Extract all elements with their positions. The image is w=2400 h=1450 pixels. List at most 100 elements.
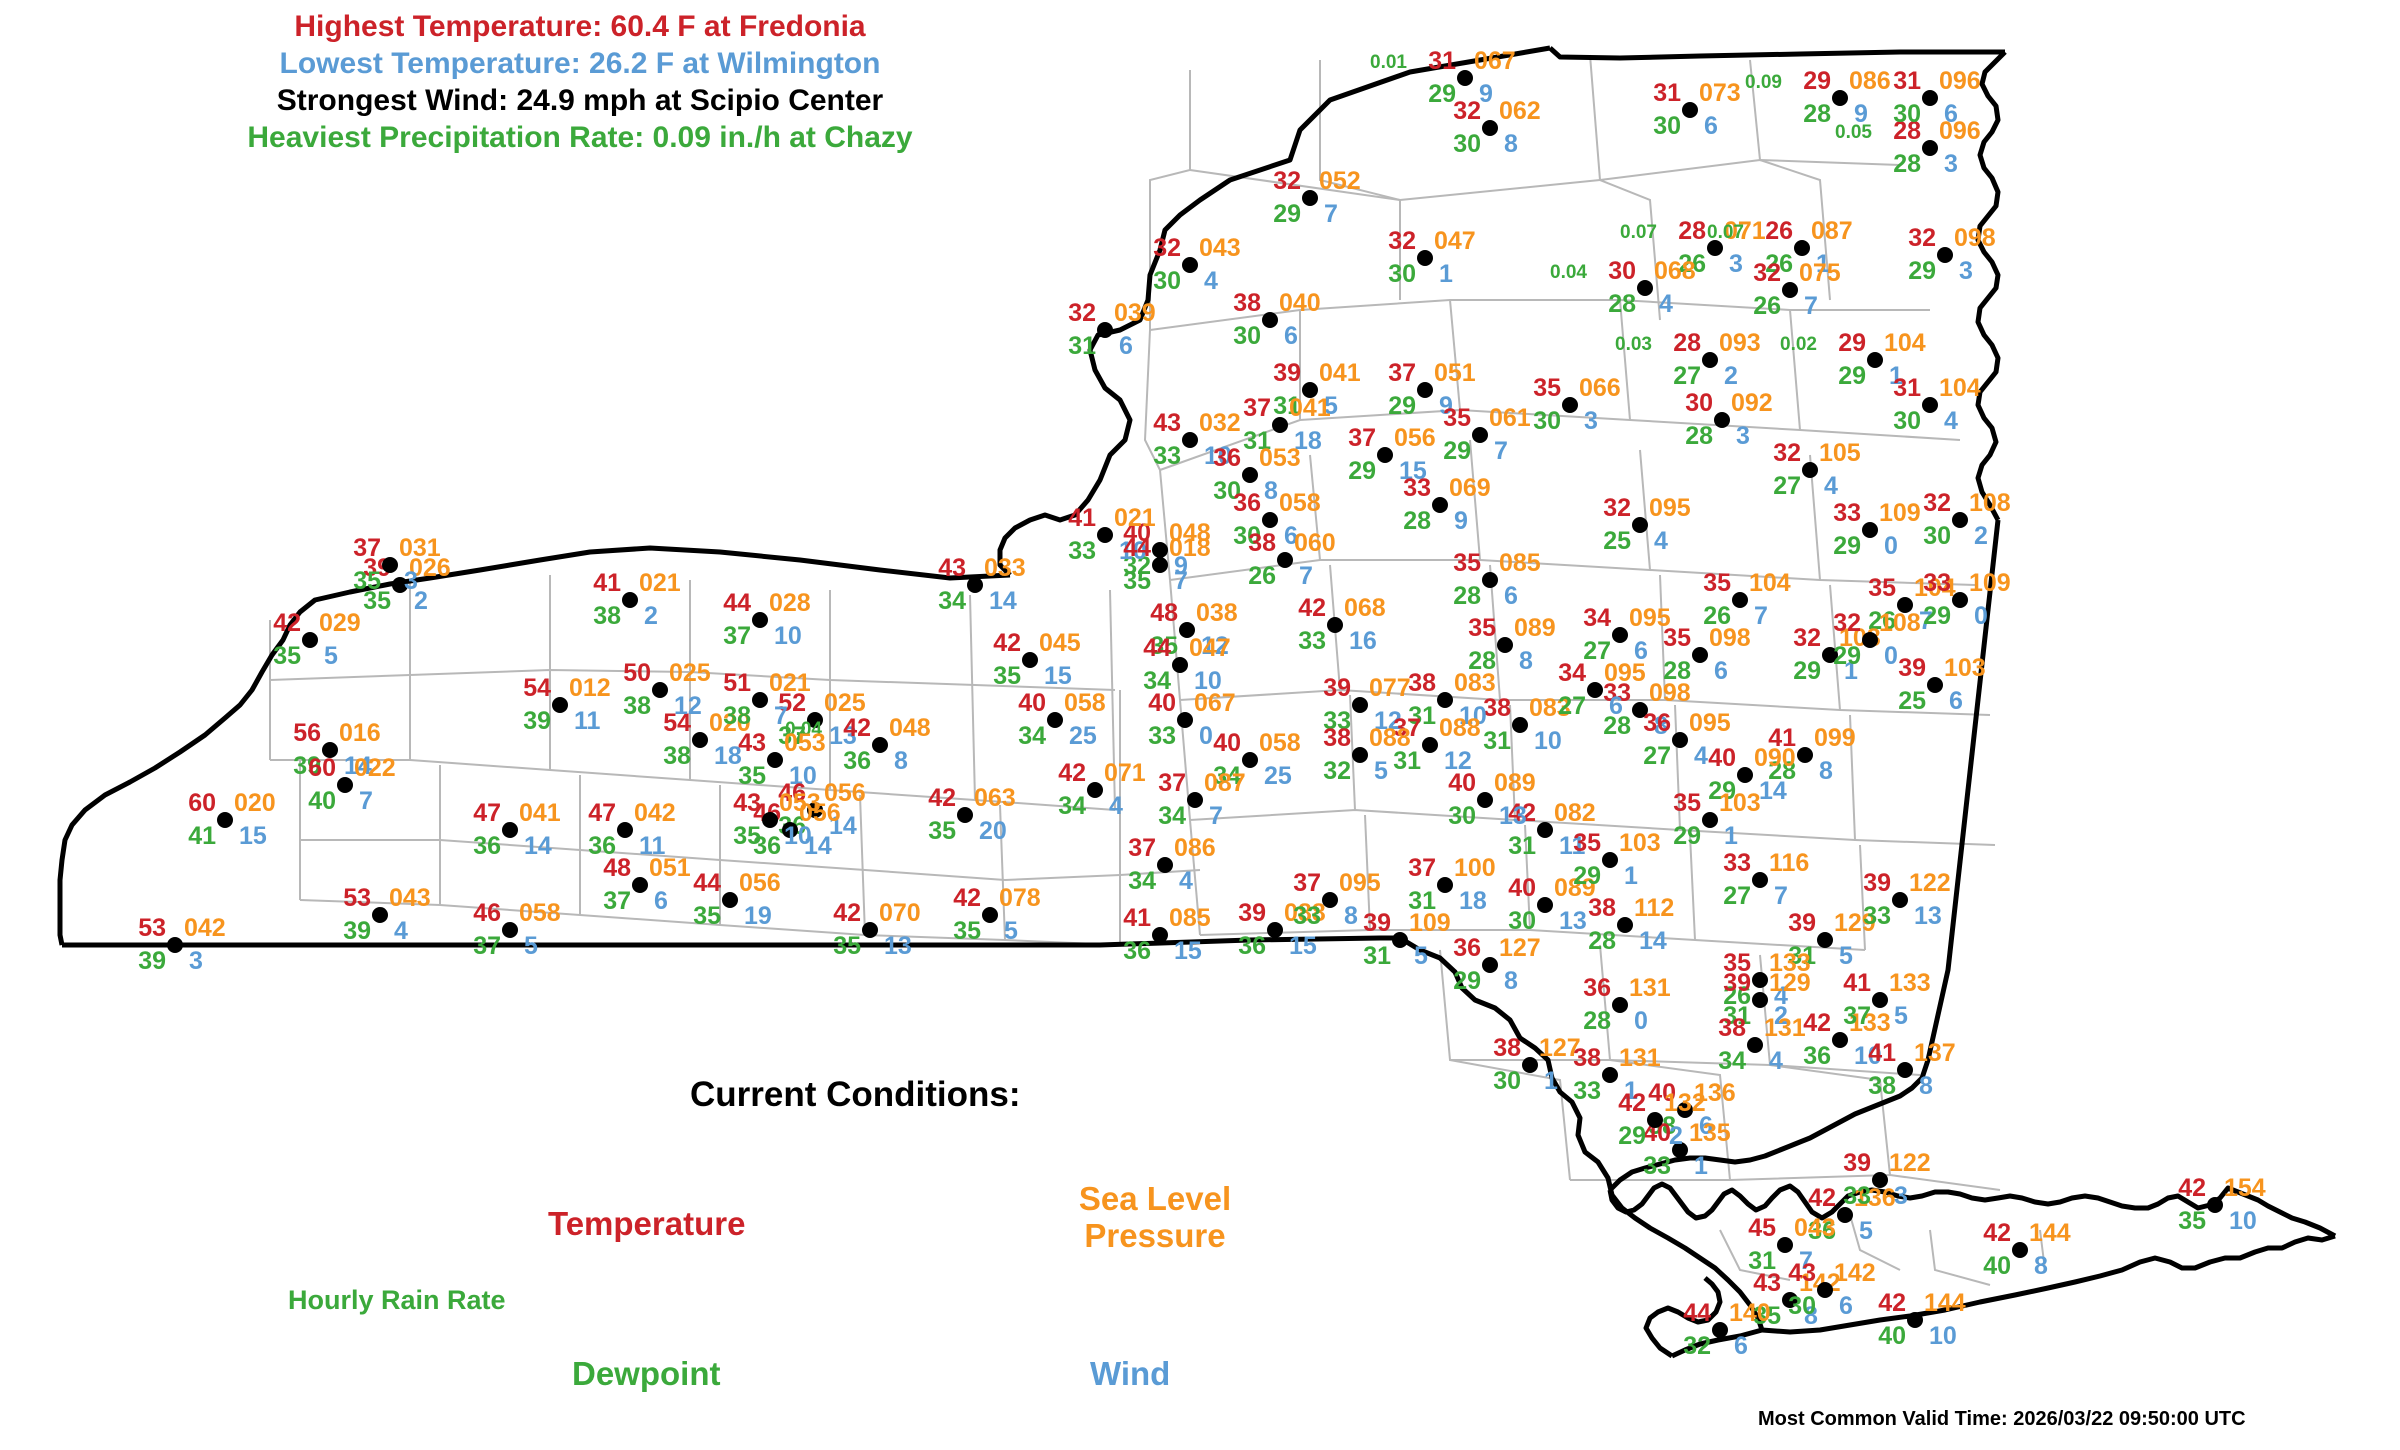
station-temperature: 38 — [1718, 1014, 1746, 1042]
station-temperature: 36 — [1643, 709, 1671, 737]
station-dewpoint: 31 — [1483, 727, 1511, 755]
station-dewpoint: 33 — [1153, 442, 1181, 470]
station-dewpoint: 40 — [1983, 1252, 2011, 1280]
station-pressure: 068 — [1344, 594, 1386, 622]
station-temperature: 36 — [1233, 489, 1261, 517]
station-dot-icon — [1782, 282, 1798, 298]
station-wind: 4 — [1179, 867, 1193, 895]
station-pressure: 103 — [1719, 789, 1761, 817]
station-dewpoint: 28 — [1893, 150, 1921, 178]
station-pressure: 095 — [1649, 494, 1691, 522]
station-temperature: 36 — [1213, 444, 1241, 472]
station-wind: 9 — [1479, 80, 1493, 108]
station-wind: 5 — [1839, 942, 1853, 970]
station-temperature: 46 — [778, 779, 806, 807]
legend-temperature-label: Temperature — [548, 1205, 746, 1242]
station-temperature: 40 — [1708, 744, 1736, 772]
station-wind: 10 — [1854, 1042, 1882, 1070]
station-wind: 1 — [1694, 1152, 1708, 1180]
station-temperature: 28 — [1678, 217, 1706, 245]
station-wind: 12 — [1201, 632, 1229, 660]
station-dot-icon — [1242, 467, 1258, 483]
station-wind: 12 — [1374, 707, 1402, 735]
station-dot-icon — [1637, 280, 1653, 296]
station-wind: 10 — [1929, 1322, 1957, 1350]
station-dewpoint: 36 — [473, 832, 501, 860]
station-dot-icon — [1702, 812, 1718, 828]
station-dot-icon — [762, 812, 778, 828]
station-pressure: 031 — [399, 534, 441, 562]
station-dot-icon — [1714, 412, 1730, 428]
station-wind: 7 — [1494, 437, 1508, 465]
station-dot-icon — [1322, 892, 1338, 908]
station-dot-icon — [1097, 527, 1113, 543]
station-dot-icon — [1782, 1292, 1798, 1308]
state-outline — [57, 45, 2337, 1359]
station-dewpoint: 39 — [523, 707, 551, 735]
station-temperature: 35 — [1673, 789, 1701, 817]
station-pressure: 086 — [1849, 67, 1891, 95]
station-temperature: 35 — [1573, 829, 1601, 857]
station-dot-icon — [1702, 352, 1718, 368]
station-temperature: 38 — [1573, 1044, 1601, 1072]
station-dot-icon — [1422, 737, 1438, 753]
station-pressure: 095 — [1604, 659, 1646, 687]
station-temperature: 42 — [1983, 1219, 2011, 1247]
station-dot-icon — [1482, 120, 1498, 136]
station-wind: 7 — [774, 702, 788, 730]
station-wind: 7 — [1774, 882, 1788, 910]
station-pressure: 104 — [1939, 374, 1981, 402]
station-dewpoint: 34 — [1018, 722, 1046, 750]
station-wind: 10 — [784, 822, 812, 850]
station-temperature: 60 — [308, 754, 336, 782]
station-dot-icon — [982, 907, 998, 923]
station-rain-rate: 0.07 — [1707, 222, 1744, 243]
station-temperature: 35 — [1663, 624, 1691, 652]
station-wind: 14 — [804, 832, 832, 860]
station-wind: 6 — [654, 887, 668, 915]
station-pressure: 087 — [1204, 769, 1246, 797]
station-dot-icon — [2012, 1242, 2028, 1258]
station-wind: 20 — [979, 817, 1007, 845]
station-dewpoint: 33 — [1843, 1182, 1871, 1210]
station-temperature: 46 — [473, 899, 501, 927]
station-wind: 2 — [1974, 522, 1988, 550]
station-dewpoint: 36 — [588, 832, 616, 860]
station-wind: 4 — [1204, 267, 1218, 295]
station-pressure: 028 — [769, 589, 811, 617]
station-wind: 10 — [1534, 727, 1562, 755]
station-pressure: 103 — [1619, 829, 1661, 857]
station-dewpoint: 34 — [1718, 1047, 1746, 1075]
station-pressure: 109 — [1879, 499, 1921, 527]
station-dot-icon — [1187, 792, 1203, 808]
station-temperature: 35 — [1533, 374, 1561, 402]
station-wind: 13 — [1559, 907, 1587, 935]
station-wind: 6 — [1609, 692, 1623, 720]
station-pressure: 071 — [1724, 217, 1766, 245]
county-boundaries — [269, 54, 2046, 1286]
station-wind: 5 — [1859, 1217, 1873, 1245]
station-wind: 7 — [359, 787, 373, 815]
station-dewpoint: 35 — [363, 587, 391, 615]
station-dewpoint: 30 — [1233, 322, 1261, 350]
station-dewpoint: 38 — [623, 692, 651, 720]
station-dewpoint: 36 — [753, 832, 781, 860]
valid-time-footer: Most Common Valid Time: 2026/03/22 09:50… — [1758, 1408, 2246, 1430]
station-wind: 0 — [1199, 722, 1213, 750]
station-pressure: 131 — [1629, 974, 1671, 1002]
station-dewpoint: 33 — [1863, 902, 1891, 930]
station-dot-icon — [692, 732, 708, 748]
station-pressure: 144 — [2029, 1219, 2071, 1247]
station-dewpoint: 33 — [1573, 1077, 1601, 1105]
station-dot-icon — [617, 822, 633, 838]
station-dot-icon — [1277, 552, 1293, 568]
station-dot-icon — [1737, 767, 1753, 783]
station-pressure: 060 — [1294, 529, 1336, 557]
station-pressure: 127 — [1539, 1034, 1581, 1062]
station-dewpoint: 32 — [1683, 1332, 1711, 1360]
station-rain-rate: 0.07 — [1620, 222, 1657, 243]
station-temperature: 54 — [663, 709, 691, 737]
station-dewpoint: 27 — [1558, 692, 1586, 720]
station-dewpoint: 28 — [1583, 1007, 1611, 1035]
station-temperature: 39 — [1788, 909, 1816, 937]
